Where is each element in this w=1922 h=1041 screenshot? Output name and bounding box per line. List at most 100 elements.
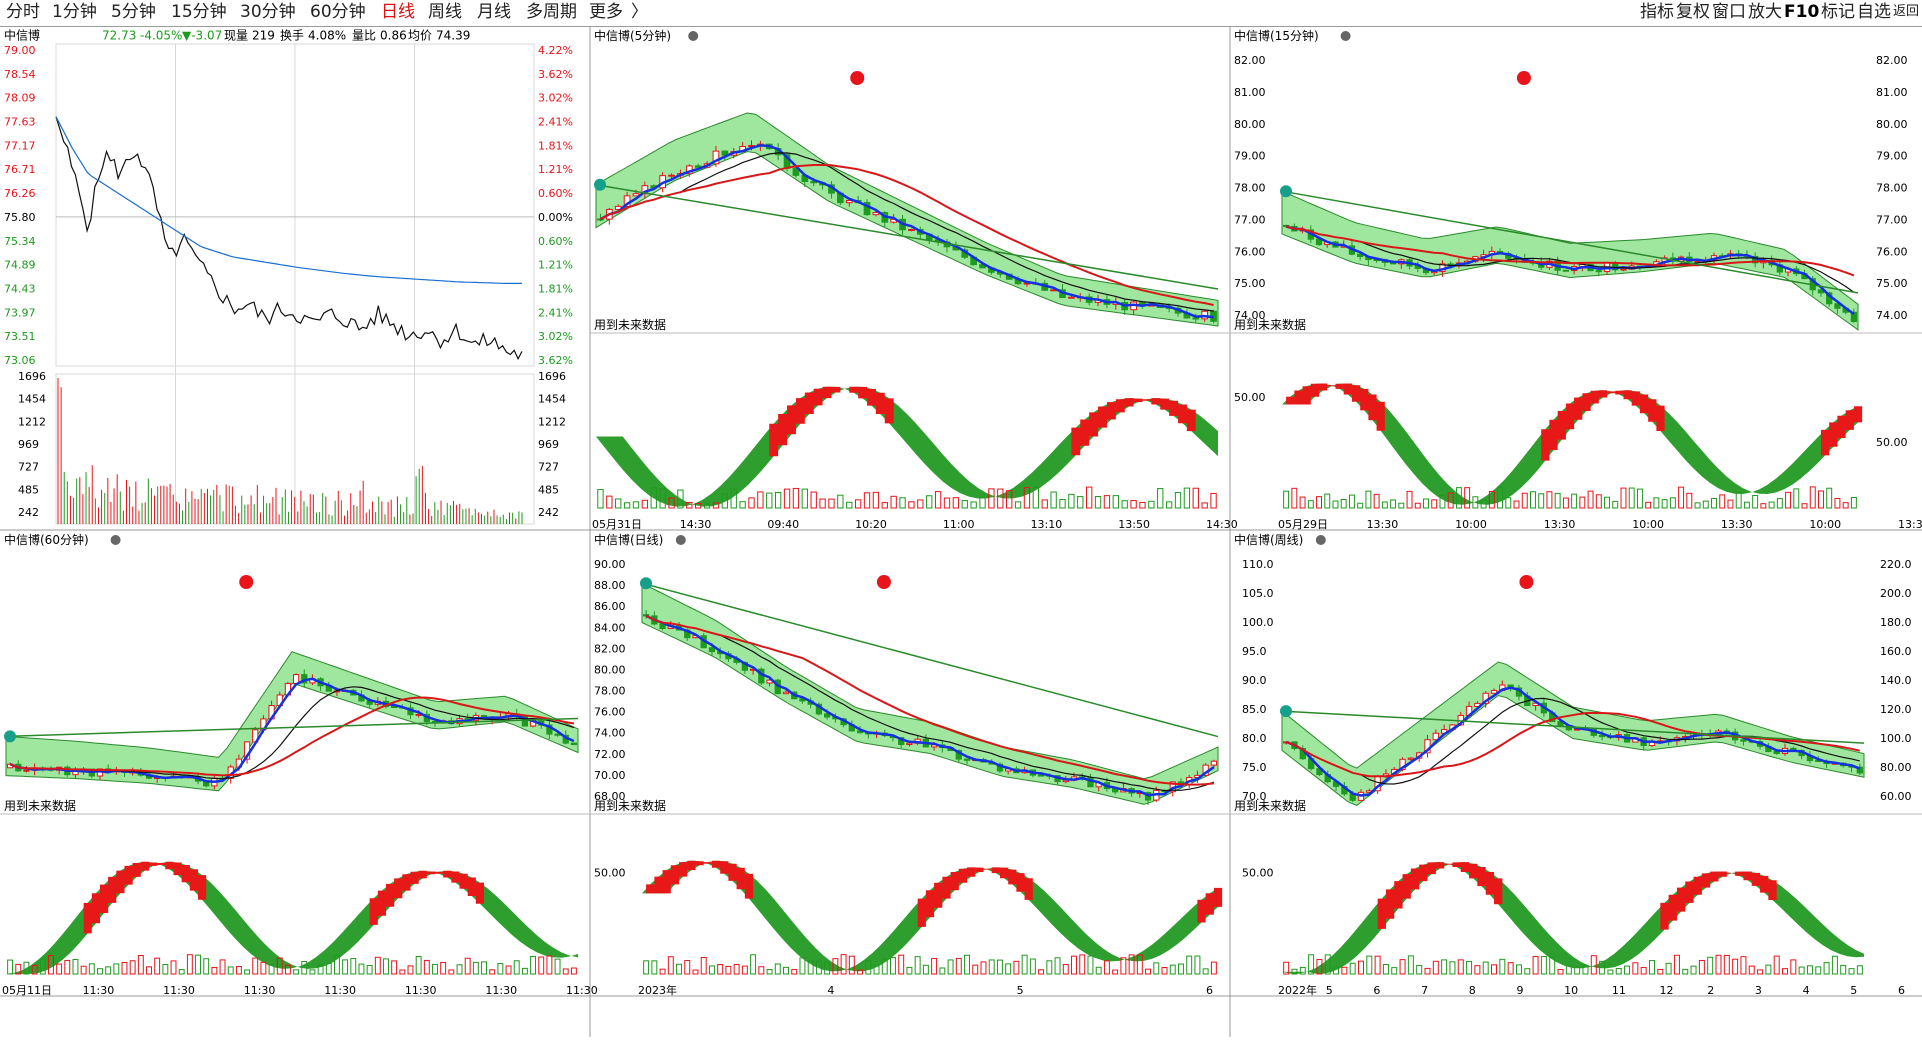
sub-bar xyxy=(1752,494,1759,509)
sub-bar xyxy=(863,492,871,509)
sub-bar xyxy=(47,955,54,975)
intraday-price-tick: 73.97 xyxy=(4,306,36,319)
sub-bar xyxy=(1740,956,1747,975)
sub-bar xyxy=(774,491,782,509)
intraday-vol-tick-right: 727 xyxy=(538,461,559,474)
intraday-price-tick: 76.26 xyxy=(4,187,36,200)
period-tab-intraday[interactable]: 分时 xyxy=(6,2,40,22)
candle-body xyxy=(1037,774,1045,777)
sub-bar xyxy=(750,954,757,975)
intraday-pct-tick: 0.00% xyxy=(538,211,573,224)
candle-body xyxy=(1557,721,1564,726)
sub-bar xyxy=(244,969,251,975)
sub-bar xyxy=(513,960,520,975)
period-tab-monthly[interactable]: 月线 xyxy=(477,2,511,22)
watchlist-button[interactable]: 自选 xyxy=(1857,2,1891,22)
candle-body xyxy=(792,167,800,176)
price-tick: 75.0 xyxy=(1242,761,1267,774)
sub-bar xyxy=(1521,492,1528,509)
period-tab-1min[interactable]: 1分钟 xyxy=(52,2,97,22)
sub-bar xyxy=(908,501,915,509)
sub-bar xyxy=(1579,496,1586,509)
sub-bar xyxy=(1054,957,1061,975)
date-tick: 8 xyxy=(1469,984,1476,997)
sub-bar xyxy=(1178,963,1184,975)
adjust-button[interactable]: 复权 xyxy=(1676,2,1710,22)
kline-panel-p60: 中信博(60分钟) 用到未来数据 05月11日 11:30 11:30 11:30 11:3… xyxy=(0,532,598,997)
f10-button[interactable]: F10 xyxy=(1784,2,1820,22)
sub-bar xyxy=(615,498,622,509)
sub-bar xyxy=(1574,966,1581,975)
back-button[interactable]: 返回 xyxy=(1893,4,1920,19)
sub-bar xyxy=(1357,960,1364,975)
sub-bar xyxy=(432,963,438,975)
window-button[interactable]: 窗口 xyxy=(1712,2,1746,22)
sub-bar xyxy=(1661,499,1668,509)
period-tab-60min[interactable]: 60分钟 xyxy=(310,2,366,22)
sub-bar xyxy=(268,964,275,975)
sub-bar xyxy=(521,967,528,975)
period-tab-30min[interactable]: 30分钟 xyxy=(240,2,296,22)
sub-bar xyxy=(1316,959,1323,975)
sub-bar xyxy=(917,499,924,509)
period-tab-multi[interactable]: 多周期 xyxy=(526,2,577,22)
sub-bar xyxy=(1174,492,1182,509)
price-tick: 78.00 xyxy=(594,685,626,698)
date-tick: 10:20 xyxy=(855,518,887,531)
sub-bar xyxy=(1032,486,1040,509)
sub-bar xyxy=(1373,493,1380,509)
sub-bar xyxy=(1041,499,1048,509)
sub-bar xyxy=(178,969,185,975)
period-tab-weekly[interactable]: 周线 xyxy=(428,2,462,22)
intraday-stock-name[interactable]: 中信博 xyxy=(4,28,40,43)
sub-bar xyxy=(1491,964,1498,975)
period-tab-more[interactable]: 更多 xyxy=(589,2,623,22)
sub-bar xyxy=(824,961,831,975)
panel-title: 中信博(60分钟) xyxy=(4,532,89,547)
sub-bar xyxy=(1005,963,1012,975)
date-tick: 2022年 xyxy=(1278,983,1317,997)
indicator-button[interactable]: 指标 xyxy=(1640,2,1674,22)
candle-body xyxy=(963,758,971,761)
period-tab-15min[interactable]: 15分钟 xyxy=(171,2,227,22)
sub-bar xyxy=(810,491,817,509)
date-tick: 5 xyxy=(1326,984,1333,997)
sub-bar xyxy=(846,501,853,509)
avg-value: 74.39 xyxy=(436,29,470,43)
candle-body xyxy=(391,706,398,709)
sub-bar xyxy=(1299,966,1306,975)
sub-bar xyxy=(1707,956,1714,975)
chevron-right-icon[interactable]: 〉 xyxy=(631,2,648,22)
sub-bar xyxy=(1620,487,1627,509)
sub-bar xyxy=(1682,968,1689,975)
sub-bar xyxy=(872,491,880,509)
sub-bar xyxy=(56,963,63,975)
mark-button[interactable]: 标记 xyxy=(1821,2,1855,22)
period-tab-5min[interactable]: 5分钟 xyxy=(111,2,156,22)
buy-signal-marker xyxy=(640,577,652,590)
sub-bar xyxy=(456,964,463,975)
period-tab-daily[interactable]: 日线 xyxy=(381,2,415,22)
sub-bar xyxy=(1472,496,1479,509)
sub-bar xyxy=(293,969,300,975)
candle-body xyxy=(824,713,831,718)
chart-canvas[interactable]: 中信博 72.73 -4.05% ▼-3.07 现量 219 换手 4.08% … xyxy=(0,26,1922,1037)
sub-bar xyxy=(733,964,740,975)
sub-bar xyxy=(1120,957,1127,975)
date-tick: 11:00 xyxy=(943,518,975,531)
sub-bar xyxy=(374,956,381,975)
price-tick: 95.0 xyxy=(1242,645,1267,658)
sub-bar xyxy=(1702,500,1709,509)
right-price-tick: 76.00 xyxy=(1876,245,1908,258)
date-tick: 13:50 xyxy=(1118,518,1150,531)
zoom-button[interactable]: 放大 xyxy=(1748,2,1782,22)
candle-body xyxy=(1773,751,1780,754)
sub-bar xyxy=(1834,497,1841,509)
buy-signal-marker xyxy=(4,730,16,743)
sub-bar xyxy=(703,503,711,509)
right-weekly-tick: 80.00 xyxy=(1880,761,1912,774)
dropdown-icon xyxy=(110,535,121,545)
sub-bar xyxy=(922,964,929,975)
date-tick: 13:30 xyxy=(1721,518,1753,531)
sub-bar xyxy=(1612,500,1619,509)
